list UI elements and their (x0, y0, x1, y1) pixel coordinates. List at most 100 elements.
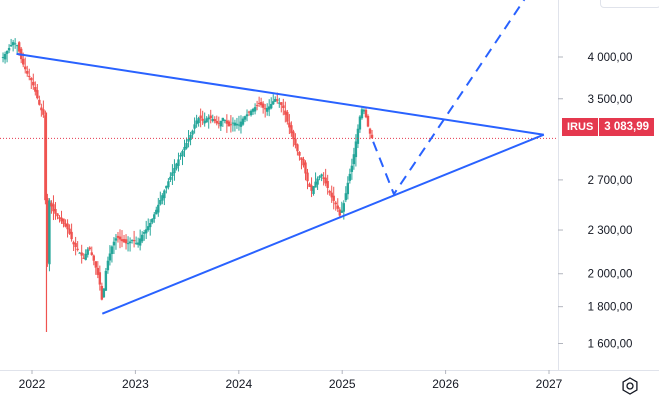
settings-icon[interactable] (620, 376, 640, 396)
candle-body (173, 167, 176, 174)
candle-body (175, 163, 178, 169)
candle-body (102, 288, 106, 298)
candle-body (56, 213, 59, 217)
candle-body (183, 146, 186, 151)
candle-body (126, 243, 130, 245)
candle-body (11, 42, 15, 46)
candle-body (58, 217, 61, 219)
candle-body (233, 122, 237, 126)
candle-body (356, 128, 360, 144)
candle-body (64, 223, 67, 227)
candle-body (203, 120, 206, 124)
candle-body (147, 226, 150, 230)
candle-body (106, 260, 110, 271)
candle-body (221, 117, 225, 122)
candle-body (298, 152, 301, 156)
candle-body (197, 118, 200, 124)
candle-body (253, 107, 257, 112)
candle-body (338, 209, 341, 216)
candle-body (211, 118, 214, 122)
candle-body (74, 243, 77, 248)
candle-body (241, 118, 245, 125)
candle-body (344, 193, 348, 201)
candle-body (290, 125, 293, 134)
toolbar-button[interactable] (600, 0, 659, 8)
candle-body (134, 242, 138, 244)
y-tick-label: 3 500,00 (588, 94, 633, 106)
candle-body (24, 66, 27, 70)
candle-body (364, 109, 368, 118)
candle-body (332, 195, 335, 201)
candle-body (136, 242, 140, 245)
candles (1, 38, 374, 332)
x-axis: 2022 2023 2024 2025 2026 2027 (19, 370, 563, 391)
candle-body (110, 246, 114, 254)
candle-body (165, 185, 168, 189)
candle-body (215, 120, 218, 124)
candle-body (362, 109, 366, 112)
candle-body (149, 223, 152, 228)
x-tick-label: 2025 (329, 377, 356, 391)
trendlines (0, 0, 558, 315)
x-tick-label: 2026 (432, 377, 459, 391)
candle-body (308, 183, 311, 187)
candle-body (5, 50, 9, 54)
candle-body (185, 142, 188, 149)
last-price-value: 3 083,99 (599, 118, 655, 136)
candle-body (163, 190, 166, 199)
y-tick-label: 2 000,00 (588, 269, 633, 281)
candle-body (94, 261, 97, 268)
candle-body (181, 151, 184, 157)
candle-body (336, 205, 339, 209)
y-tick-label: 4 000,00 (588, 52, 633, 64)
candle-body (72, 242, 75, 245)
candle-body (235, 123, 239, 126)
candle-body (354, 141, 358, 158)
x-tick-label: 2022 (19, 377, 46, 391)
candle-body (276, 99, 279, 101)
candle-body (40, 107, 43, 111)
candle-body (161, 195, 164, 201)
candle-body (167, 181, 170, 188)
candle-body (201, 118, 204, 121)
candle-body (130, 239, 134, 241)
candle-body (54, 208, 57, 214)
candle-body (114, 238, 118, 241)
candle-body (22, 58, 25, 65)
candle-body (108, 253, 112, 261)
candle-body (104, 270, 108, 291)
x-tick-label: 2027 (536, 377, 563, 391)
candle-body (314, 181, 317, 188)
candle-body (280, 102, 283, 105)
candle-body (171, 172, 174, 176)
candle-body (195, 120, 198, 125)
candle-body (82, 257, 85, 259)
x-tick-label: 2024 (225, 377, 252, 391)
candle-body (306, 172, 309, 182)
candle-body (223, 120, 227, 122)
candle-body (316, 178, 319, 185)
candle-body (263, 108, 267, 110)
candle-body (310, 185, 313, 191)
candle-body (142, 232, 146, 234)
candle-body (249, 110, 253, 116)
candle-body (342, 203, 346, 212)
candle-body (284, 110, 287, 115)
candle-body (334, 202, 337, 205)
candle-body (145, 229, 148, 234)
candle-body (92, 255, 95, 261)
candle-body (255, 105, 259, 107)
y-tick-label: 2 300,00 (588, 225, 633, 237)
candle-body (3, 53, 7, 60)
candle-body (312, 186, 315, 194)
candle-body (330, 192, 333, 198)
candle-body (100, 286, 104, 300)
candle-body (128, 241, 132, 244)
candle-body (9, 45, 13, 47)
candle-body (318, 176, 321, 178)
candle-body (90, 252, 93, 255)
candle-body (132, 240, 136, 242)
candle-body (300, 157, 303, 160)
candle-body (257, 102, 261, 104)
